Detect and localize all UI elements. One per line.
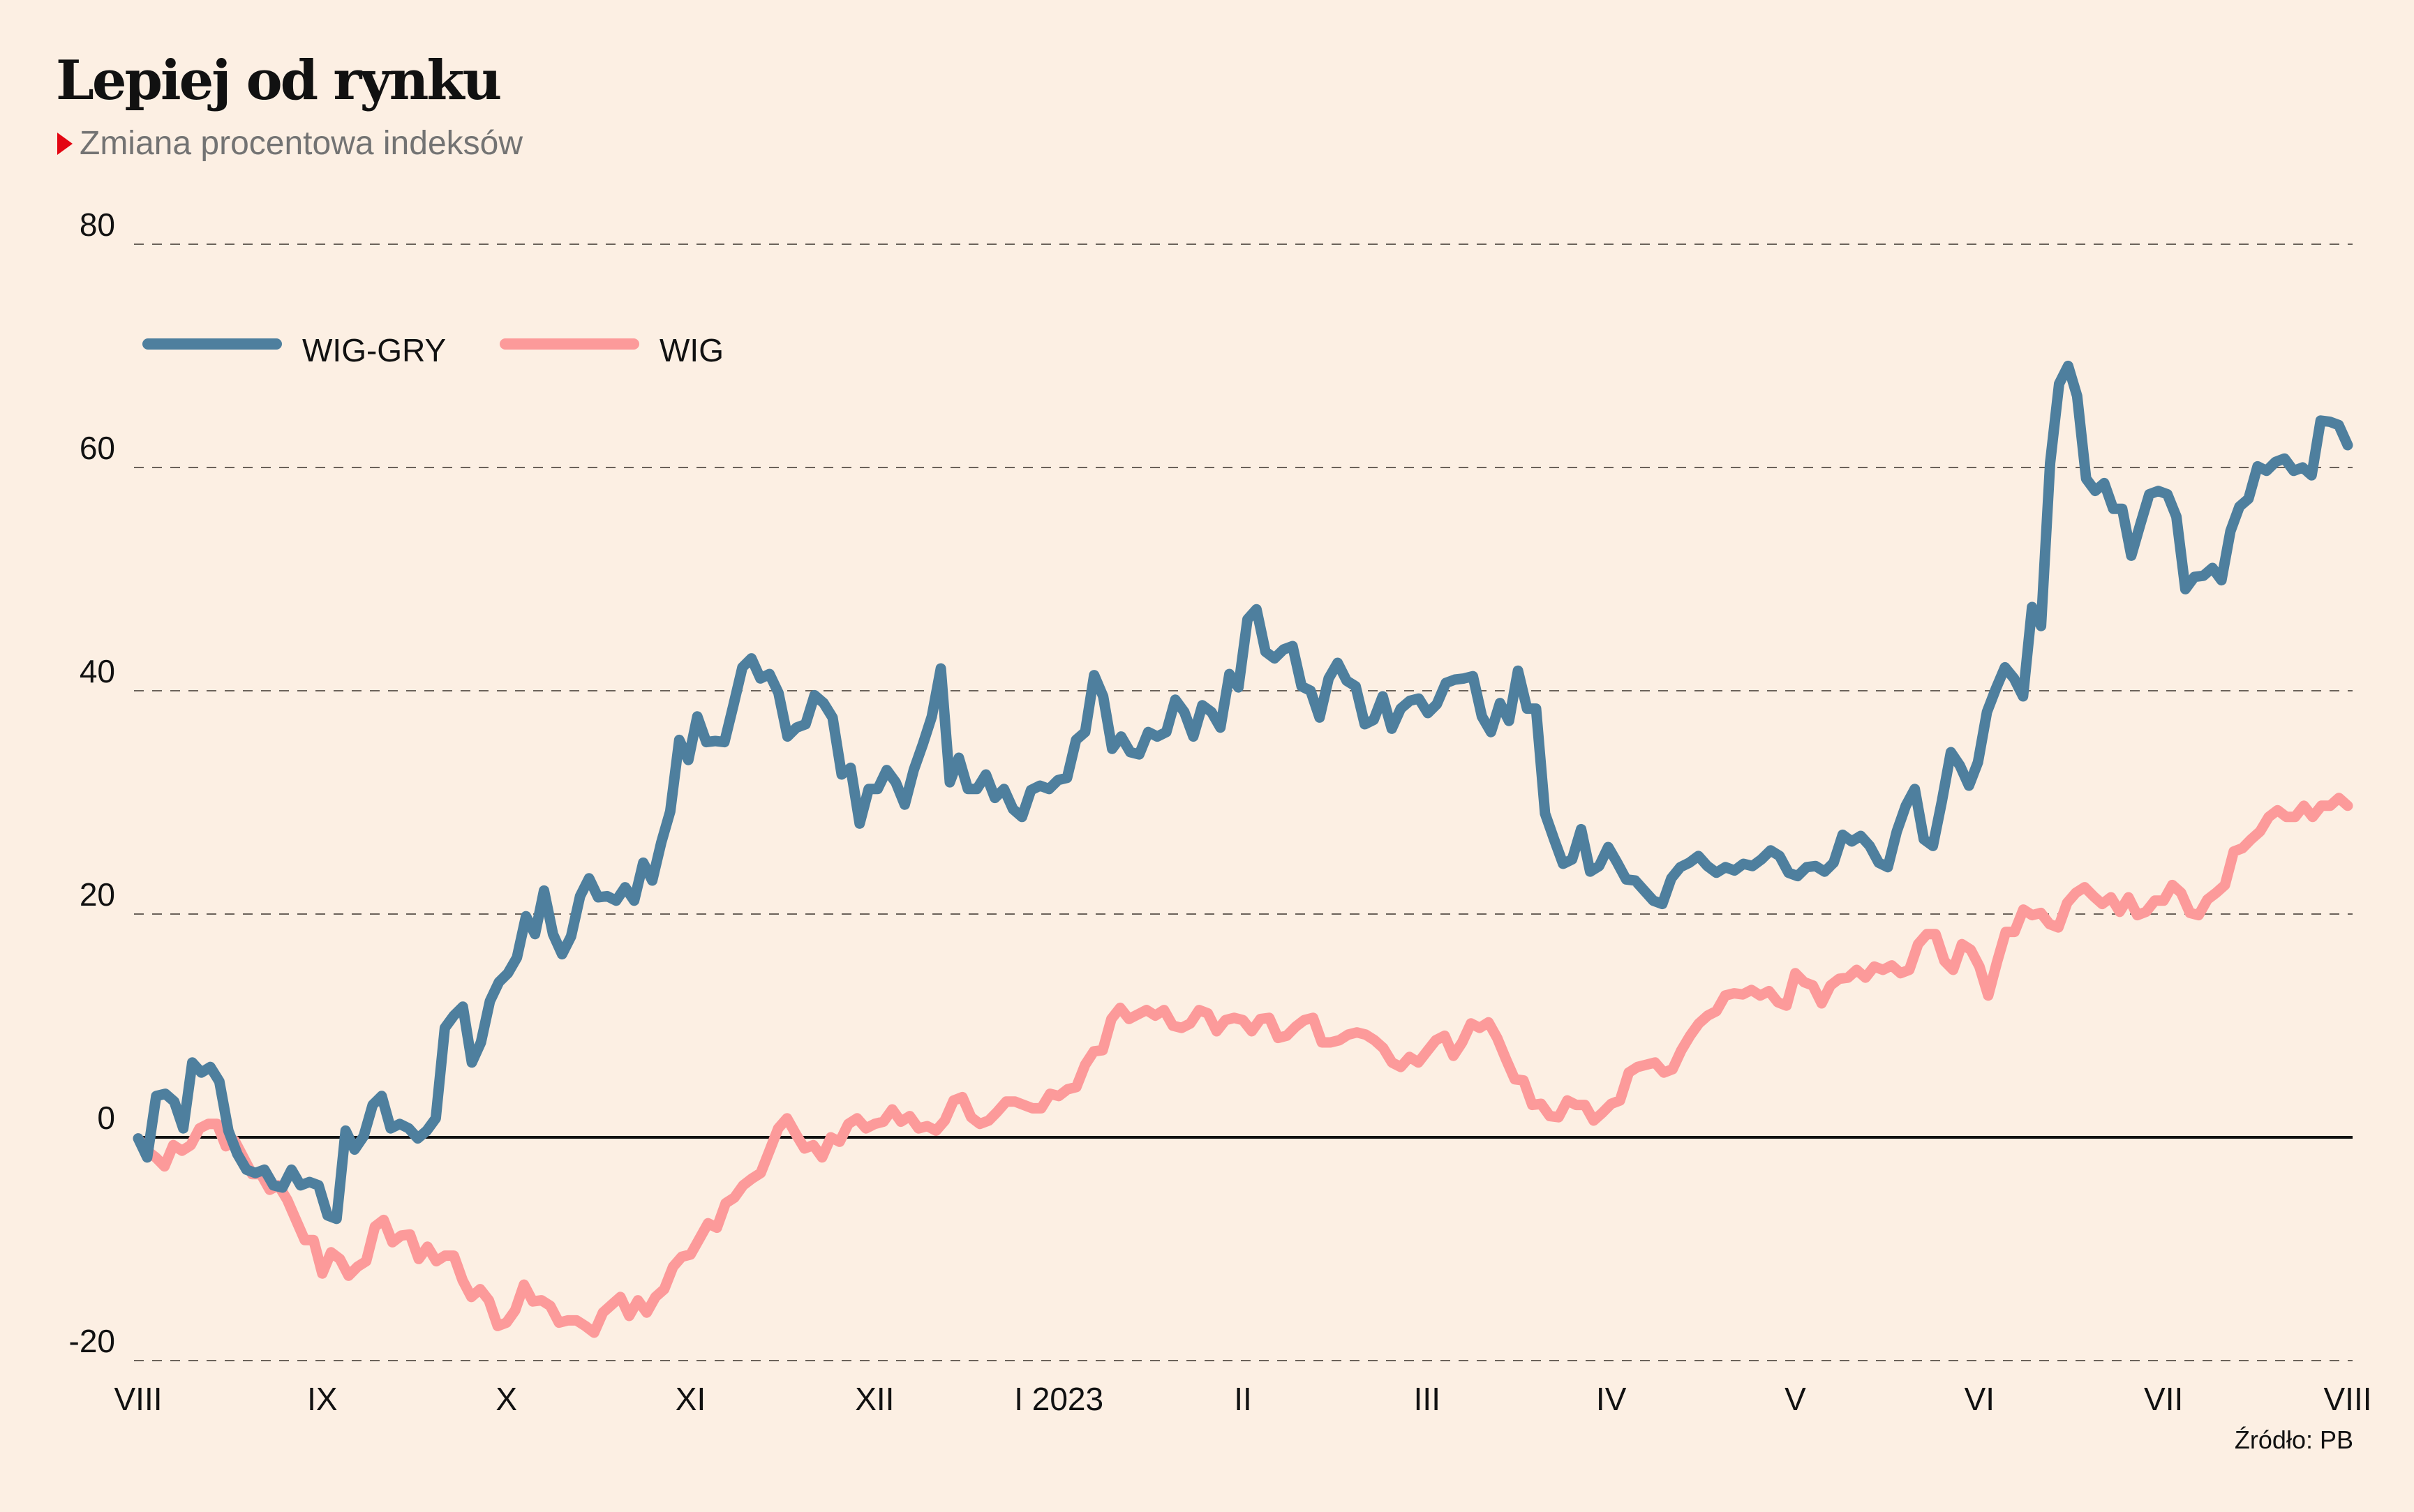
y-tick-label: 80 [80, 207, 115, 243]
y-axis-labels: -20 0 20 40 60 80 [69, 207, 115, 1359]
y-tick-label: 20 [80, 876, 115, 913]
chart-title: Lepiej od rynku [56, 49, 502, 112]
x-tick-label: IX [307, 1381, 337, 1417]
x-tick-label: IV [1596, 1381, 1627, 1417]
x-tick-label: VIII [114, 1381, 162, 1417]
x-tick-label: I 2023 [1014, 1381, 1103, 1417]
gridlines [134, 244, 2353, 1361]
x-tick-label: X [496, 1381, 517, 1417]
x-tick-label: VII [2144, 1381, 2183, 1417]
legend-label-wig-gry: WIG-GRY [302, 332, 446, 368]
legend: WIG-GRY WIG [142, 332, 724, 368]
series-line-wig-gry [133, 360, 2353, 1225]
y-tick-label: -20 [69, 1323, 115, 1359]
x-axis-labels: VIII IX X XI XII I 2023 II III IV V VI VII VIII [114, 1381, 2371, 1417]
chart-subtitle: Zmiana procentowa indeksów [57, 124, 523, 163]
x-tick-label: III [1414, 1381, 1440, 1417]
series-lines [133, 360, 2353, 1338]
legend-label-wig: WIG [660, 332, 724, 368]
y-tick-label: 0 [97, 1100, 115, 1136]
x-tick-label: VIII [2323, 1381, 2371, 1417]
series-line-wig [133, 793, 2353, 1338]
x-tick-label: XII [855, 1381, 894, 1417]
x-tick-label: V [1785, 1381, 1806, 1417]
source-note: Źródło: PB [2235, 1425, 2353, 1454]
x-tick-label: II [1234, 1381, 1252, 1417]
y-tick-label: 40 [80, 653, 115, 689]
y-tick-label: 60 [80, 430, 115, 466]
red-triangle-icon [57, 132, 73, 155]
x-tick-label: VI [1965, 1381, 1995, 1417]
x-tick-label: XI [676, 1381, 706, 1417]
subtitle-text: Zmiana procentowa indeksów [80, 125, 523, 162]
